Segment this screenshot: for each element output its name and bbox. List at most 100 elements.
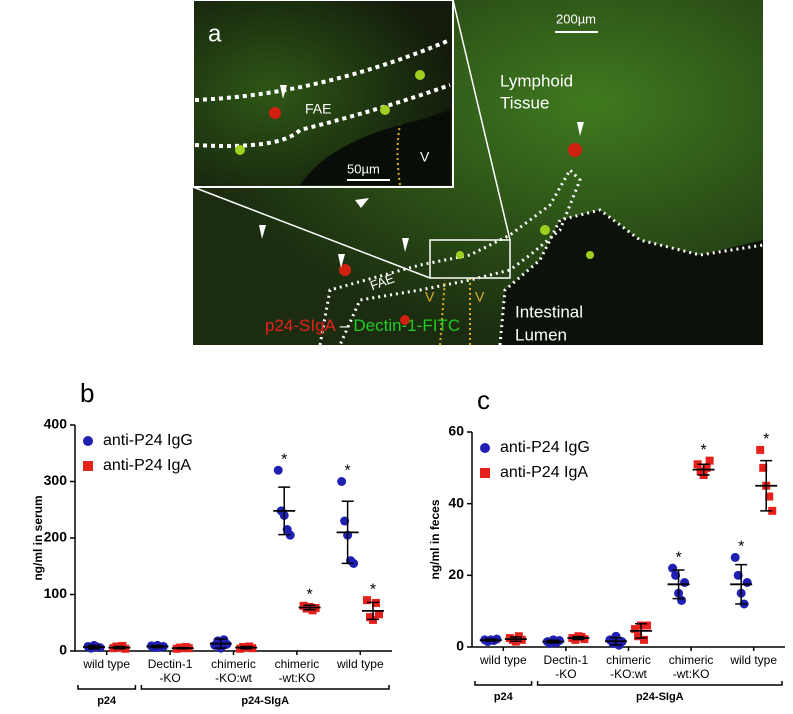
legend-marker	[83, 461, 93, 471]
significance-mark: *	[345, 463, 351, 480]
y-axis-label: ng/ml in feces	[428, 499, 442, 579]
x-tick-label: chimeric	[669, 653, 714, 667]
error-cap	[635, 622, 648, 639]
stain-green: Dectin-1-FITC	[353, 316, 460, 335]
data-point	[742, 578, 752, 587]
error-cap	[672, 569, 685, 600]
region-label: FAE	[305, 101, 331, 117]
data-point	[680, 578, 690, 587]
significance-mark: *	[370, 581, 376, 598]
error-cap	[760, 459, 773, 512]
group-bracket	[536, 681, 783, 686]
region-label: V	[425, 289, 435, 305]
region-label: Tissue	[500, 93, 549, 112]
data-point	[730, 552, 740, 562]
y-tick-label: 400	[44, 416, 68, 432]
y-tick-label: 20	[448, 566, 464, 582]
region-label: Intestinal	[515, 302, 583, 321]
data-point	[362, 596, 371, 605]
data-point	[765, 492, 774, 501]
data-point	[702, 463, 711, 472]
significance-mark: *	[306, 586, 312, 603]
x-tick-label: -wt:KO	[673, 667, 710, 681]
y-tick-label: 0	[59, 642, 67, 658]
panel-label: b	[80, 378, 94, 408]
significance-mark: *	[281, 451, 287, 468]
group-label: p24-SIgA	[636, 691, 684, 703]
data-point	[374, 610, 383, 619]
error-cap	[88, 644, 101, 650]
data-point	[611, 631, 621, 641]
error-cap	[176, 646, 189, 650]
data-point	[634, 632, 643, 641]
scale-bar-label: 50µm	[347, 161, 380, 176]
error-cap	[113, 645, 126, 650]
error-cap	[547, 639, 560, 644]
data-point	[759, 463, 768, 472]
error-cap	[240, 645, 253, 650]
group-bracket	[77, 685, 137, 690]
data-point	[337, 477, 347, 486]
legend-label: anti-P24 IgA	[500, 464, 588, 481]
y-tick-label: 0	[456, 638, 464, 654]
panel-label: c	[477, 385, 490, 415]
panel-label: a	[208, 20, 222, 47]
x-tick-label: wild type	[82, 657, 130, 671]
x-tick-label: -KO	[555, 667, 576, 681]
legend-marker	[480, 443, 490, 453]
x-tick-label: Dectin-1	[544, 653, 589, 667]
data-point	[705, 456, 714, 465]
y-tick-label: 200	[44, 529, 68, 545]
error-cap	[484, 638, 497, 643]
legend-marker	[480, 468, 490, 478]
group-label: p24	[97, 695, 117, 707]
y-tick-label: 300	[44, 472, 68, 488]
stain-dash: –	[340, 316, 350, 335]
x-tick-label: -KO:wt	[215, 671, 252, 685]
significance-mark: *	[701, 442, 707, 459]
data-point	[273, 465, 283, 475]
legend-label: anti-P24 IgG	[500, 439, 590, 456]
error-cap	[572, 635, 585, 641]
x-tick-label: wild type	[479, 653, 527, 667]
group-bracket	[474, 681, 533, 686]
error-cap	[341, 500, 354, 565]
x-tick-label: wild type	[729, 653, 777, 667]
error-cap	[151, 644, 164, 649]
error-cap	[735, 563, 748, 605]
x-tick-label: Dectin-1	[148, 657, 193, 671]
stain-red: p24-SIgA	[265, 316, 337, 335]
y-axis-label: ng/ml in serum	[31, 495, 45, 580]
significance-mark: *	[763, 431, 769, 448]
x-tick-label: -wt:KO	[279, 671, 316, 685]
data-point	[756, 445, 765, 454]
region-label: Lumen	[515, 325, 567, 344]
significance-mark: *	[675, 549, 681, 566]
error-cap	[214, 638, 227, 649]
significance-mark: *	[738, 539, 744, 556]
group-label: p24	[494, 691, 514, 703]
error-cap	[278, 486, 291, 536]
stain-legend: p24-SIgA – Dectin-1-FITC	[265, 316, 460, 335]
x-tick-label: -KO	[159, 671, 180, 685]
legend-label: anti-P24 IgA	[103, 457, 191, 474]
error-cap	[366, 601, 379, 621]
x-tick-label: wild type	[336, 657, 384, 671]
data-point	[640, 635, 649, 644]
micrograph: a 200µm 50µm Lymphoid Tissue FAE V FAE V…	[192, 0, 764, 346]
region-label: V	[420, 149, 430, 165]
group-bracket	[140, 685, 390, 690]
region-label: V	[475, 289, 485, 305]
group-label: p24-SIgA	[241, 695, 289, 707]
y-tick-label: 40	[448, 494, 464, 510]
error-cap	[697, 463, 710, 476]
error-cap	[509, 636, 522, 643]
error-cap	[609, 636, 622, 646]
legend-label: anti-P24 IgG	[103, 432, 193, 449]
region-label: Lymphoid	[500, 71, 573, 90]
x-tick-label: -KO:wt	[610, 667, 647, 681]
y-tick-label: 60	[448, 423, 464, 439]
error-cap	[303, 604, 316, 611]
scale-bar-label: 200µm	[556, 11, 596, 26]
